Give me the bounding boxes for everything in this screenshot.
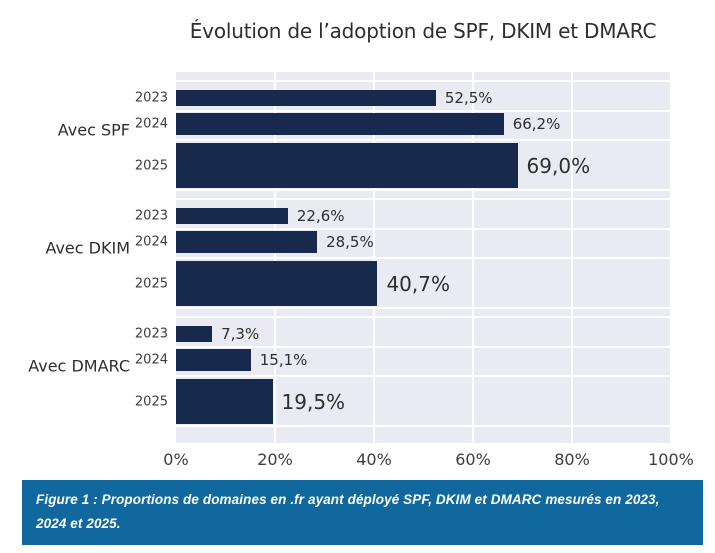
bar-value-label: 66,2% — [512, 115, 561, 133]
bar-avec-dmarc-2023 — [176, 326, 213, 342]
year-tick-label: 2024 — [134, 116, 168, 132]
horizontal-gridline — [176, 307, 671, 309]
vertical-gridline — [670, 72, 672, 443]
year-tick-label: 2025 — [134, 394, 168, 409]
bar-value-label: 40,7% — [386, 271, 450, 296]
x-tick-label: 0% — [163, 450, 189, 469]
bar-value-label: 52,5% — [444, 89, 493, 107]
year-tick-label: 2024 — [134, 352, 168, 368]
bar-avec-dmarc-2025 — [176, 379, 273, 424]
bar-avec-spf-2025 — [176, 143, 518, 188]
caption-band: Figure 1 : Proportions de domaines en .f… — [22, 480, 703, 545]
year-tick-label: 2023 — [134, 90, 168, 106]
bar-avec-spf-2024 — [176, 113, 504, 135]
group-label-avec-dkim: Avec DKIM — [45, 238, 130, 258]
x-tick-label: 60% — [455, 450, 491, 469]
year-tick-label: 2025 — [134, 276, 168, 291]
group-label-avec-dmarc: Avec DMARC — [28, 356, 130, 376]
bar-avec-dkim-2025 — [176, 261, 378, 306]
year-tick-label: 2023 — [134, 208, 168, 224]
bar-value-label: 22,6% — [296, 207, 345, 225]
bar-value-label: 28,5% — [326, 233, 374, 251]
bar-avec-dmarc-2024 — [176, 349, 251, 371]
bar-value-label: 69,0% — [526, 153, 591, 178]
bar-avec-dkim-2024 — [176, 231, 318, 253]
x-tick-label: 100% — [648, 450, 694, 469]
x-tick-label: 20% — [257, 450, 293, 469]
x-tick-label: 40% — [356, 450, 392, 469]
horizontal-gridline — [176, 110, 671, 112]
group-label-avec-spf: Avec SPF — [57, 120, 130, 140]
caption-text: Figure 1 : Proportions de domaines en .f… — [36, 492, 660, 531]
horizontal-gridline — [176, 80, 671, 82]
bar-avec-dkim-2023 — [176, 208, 288, 224]
horizontal-gridline — [176, 139, 671, 141]
x-tick-label: 80% — [554, 450, 590, 469]
horizontal-gridline — [176, 198, 671, 200]
year-tick-label: 2024 — [134, 234, 168, 250]
year-tick-label: 2023 — [134, 326, 168, 342]
bar-avec-spf-2023 — [176, 90, 436, 106]
horizontal-gridline — [176, 257, 671, 259]
horizontal-gridline — [176, 189, 671, 191]
bar-value-label: 19,5% — [281, 389, 346, 414]
horizontal-gridline — [176, 375, 671, 377]
chart-title: Évolution de l’adoption de SPF, DKIM et … — [189, 19, 657, 43]
bar-value-label: 15,1% — [259, 351, 308, 369]
plot-area: 52,5% 66,2% 69,0% 22,6% 28,5% 40,7% 7,3% 15,1% 1… — [176, 72, 672, 443]
horizontal-gridline — [176, 346, 671, 348]
bar-value-label: 7,3% — [221, 325, 260, 343]
year-tick-label: 2025 — [134, 158, 168, 173]
horizontal-gridline — [176, 425, 671, 427]
horizontal-gridline — [176, 228, 671, 230]
horizontal-gridline — [176, 316, 671, 318]
